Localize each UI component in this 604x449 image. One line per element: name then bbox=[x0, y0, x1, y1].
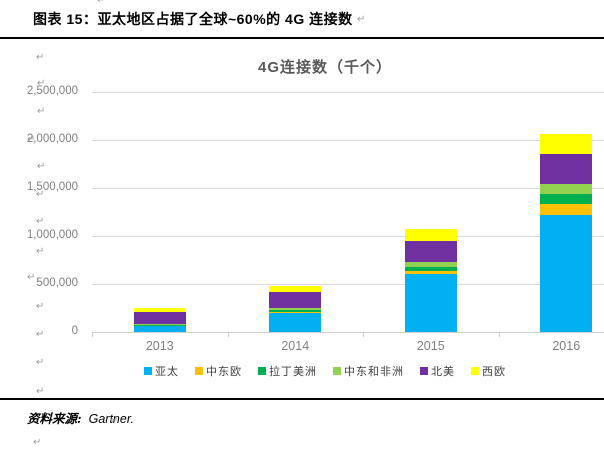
bar-segment-亚太 bbox=[540, 214, 593, 332]
bar-segment-中东和非洲 bbox=[540, 184, 593, 195]
bar-segment-西欧 bbox=[269, 285, 322, 292]
legend-label: 拉丁美洲 bbox=[269, 366, 317, 378]
bar-segment-西欧 bbox=[133, 308, 186, 312]
y-axis-label: 1,000,000 bbox=[26, 229, 78, 241]
gridline bbox=[92, 284, 604, 285]
paragraph-mark: ↵ bbox=[27, 134, 36, 145]
paragraph-mark: ↵ bbox=[37, 161, 46, 172]
paragraph-mark: ↵ bbox=[36, 301, 45, 312]
paragraph-mark: ↵ bbox=[36, 52, 45, 63]
legend-item: 亚太 bbox=[144, 363, 179, 379]
bar-segment-北美 bbox=[269, 291, 322, 308]
chart-title: 4G连接数（千个） bbox=[257, 59, 392, 76]
source-value: Gartner. bbox=[88, 412, 135, 426]
gridline bbox=[92, 236, 604, 237]
y-axis-label: 0 bbox=[71, 325, 78, 337]
chart-canvas[interactable]: 4G连接数（千个） 亚太 中东欧 拉丁美洲 中东和非洲 北美 西欧 0 500,000 1,0… bbox=[0, 42, 604, 398]
page-title: 图表 15：亚太地区占据了全球~60%的 4G 连接数 bbox=[33, 11, 353, 27]
paragraph-mark: ↵ bbox=[357, 14, 366, 25]
paragraph-mark: ↵ bbox=[36, 357, 45, 368]
legend-label: 中东和非洲 bbox=[344, 366, 404, 378]
legend-swatch-icon bbox=[420, 367, 428, 375]
source-line: 资料来源: Gartner. bbox=[27, 408, 134, 427]
chart-legend: 亚太 中东欧 拉丁美洲 中东和非洲 北美 西欧 bbox=[46, 363, 604, 379]
paragraph-mark: ↵ bbox=[36, 216, 45, 227]
y-axis-label: 2,000,000 bbox=[26, 133, 78, 145]
x-axis-label: 2015 bbox=[416, 339, 445, 353]
legend-swatch-icon bbox=[471, 367, 479, 375]
legend-label: 中东欧 bbox=[206, 366, 242, 378]
bar-segment-中东和非洲 bbox=[404, 262, 457, 267]
legend-label: 西欧 bbox=[482, 366, 506, 378]
bar-segment-西欧 bbox=[404, 229, 457, 241]
paragraph-mark: ↵ bbox=[36, 386, 45, 397]
x-axis-line bbox=[92, 332, 604, 333]
footer-divider bbox=[0, 398, 604, 400]
paragraph-mark: ↵ bbox=[110, 415, 119, 426]
paragraph-mark: ↵ bbox=[37, 106, 46, 117]
paragraph-mark: ↵ bbox=[33, 437, 42, 448]
x-axis-label: 2014 bbox=[281, 339, 310, 353]
bar-segment-中东和非洲 bbox=[133, 323, 186, 325]
bar-segment-中东欧 bbox=[269, 311, 322, 313]
x-axis-tick bbox=[363, 332, 364, 337]
x-axis-label: 2013 bbox=[145, 339, 174, 353]
title-divider bbox=[0, 37, 604, 39]
bar-segment-拉丁美洲 bbox=[540, 194, 593, 205]
paragraph-mark: ↵ bbox=[37, 78, 46, 89]
y-axis-label: 500,000 bbox=[36, 277, 78, 289]
bar-segment-亚太 bbox=[404, 273, 457, 332]
y-axis-label: 2,500,000 bbox=[26, 85, 78, 97]
gridline bbox=[92, 140, 604, 141]
legend-swatch-icon bbox=[144, 367, 152, 375]
legend-item: 西欧 bbox=[471, 363, 506, 379]
legend-swatch-icon bbox=[258, 367, 266, 375]
bar-segment-北美 bbox=[540, 154, 593, 185]
legend-item: 拉丁美洲 bbox=[258, 363, 317, 379]
x-axis-label: 2016 bbox=[552, 339, 581, 353]
paragraph-mark: ↵ bbox=[36, 246, 45, 257]
bar-segment-中东欧 bbox=[540, 204, 593, 215]
legend-swatch-icon bbox=[195, 367, 203, 375]
paragraph-mark: ↵ bbox=[97, 0, 106, 6]
bar-segment-中东和非洲 bbox=[269, 307, 322, 311]
gridline bbox=[92, 188, 604, 189]
bar-segment-亚太 bbox=[133, 325, 186, 332]
gridline bbox=[92, 92, 604, 93]
paragraph-mark: ↵ bbox=[36, 189, 45, 200]
bar-segment-拉丁美洲 bbox=[404, 266, 457, 271]
legend-swatch-icon bbox=[333, 367, 341, 375]
bar-segment-亚太 bbox=[269, 312, 322, 332]
x-axis-tick bbox=[227, 332, 229, 337]
paragraph-mark: ↵ bbox=[27, 272, 36, 283]
legend-label: 亚太 bbox=[155, 366, 179, 378]
legend-item: 北美 bbox=[420, 363, 455, 379]
bar-segment-拉丁美洲 bbox=[269, 310, 322, 312]
bar-segment-西欧 bbox=[540, 133, 593, 155]
x-axis-tick bbox=[92, 332, 93, 337]
bar-segment-北美 bbox=[133, 311, 186, 324]
bar-segment-北美 bbox=[404, 240, 457, 263]
paragraph-mark: ↵ bbox=[36, 329, 45, 340]
legend-item: 中东欧 bbox=[195, 363, 242, 379]
legend-label: 北美 bbox=[431, 366, 455, 378]
legend-item: 中东和非洲 bbox=[333, 363, 404, 379]
x-axis-tick bbox=[498, 332, 500, 337]
bar-segment-中东欧 bbox=[404, 270, 457, 274]
source-label: 资料来源: bbox=[27, 411, 82, 426]
y-axis-label: 1,500,000 bbox=[26, 181, 78, 193]
